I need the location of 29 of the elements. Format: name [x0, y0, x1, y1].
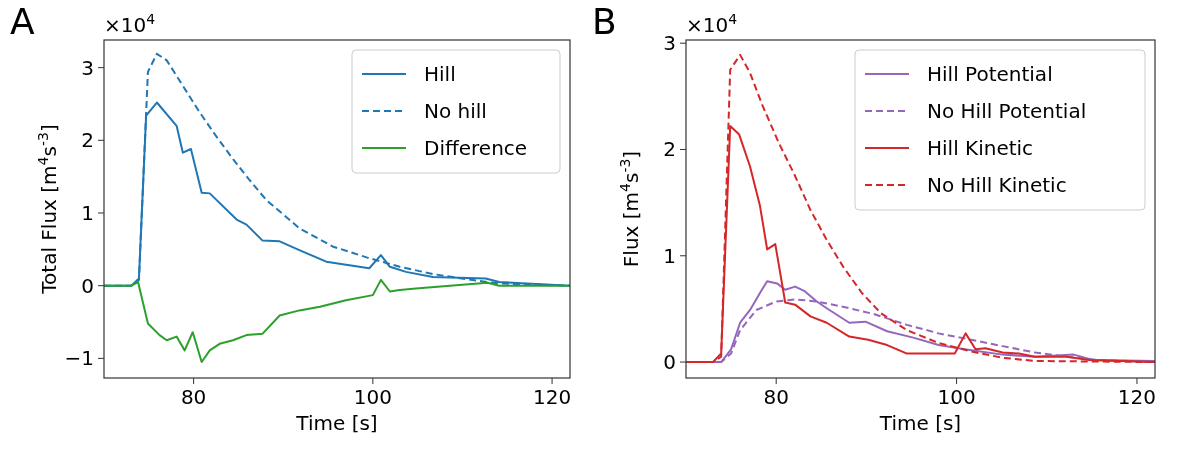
- text: ×10$^{4}$: [104, 11, 156, 37]
- legend-label: No hill: [424, 99, 487, 123]
- legend-label: Hill Potential: [927, 62, 1053, 86]
- x-tick-label: 120: [1117, 385, 1157, 409]
- text: ×10$^{4}$: [686, 11, 738, 37]
- y-tick-label: 1: [81, 201, 94, 225]
- y-tick-label: 1: [663, 243, 676, 268]
- x-tick-label: 100: [353, 385, 392, 409]
- legend-label: Difference: [424, 136, 528, 160]
- x-tick-label: 80: [763, 385, 789, 409]
- x-axis-title: Time [s]: [878, 411, 962, 435]
- y-tick-label: 3: [663, 31, 676, 56]
- y-tick-label: 0: [81, 273, 94, 298]
- y-tick-label: 3: [81, 55, 94, 80]
- legend-label: No Hill Potential: [927, 99, 1087, 123]
- x-tick-label: 100: [937, 385, 976, 409]
- y-tick-label: −1: [64, 346, 94, 371]
- legend-label: Hill Kinetic: [927, 136, 1034, 160]
- chart-title: A: [10, 1, 35, 42]
- x-axis-title: Time [s]: [295, 411, 378, 435]
- x-tick-label: 120: [532, 385, 572, 409]
- y-tick-label: 2: [81, 128, 94, 153]
- y-tick-label: 2: [663, 137, 676, 162]
- y-tick-label: 0: [663, 350, 676, 375]
- line-series: [104, 278, 570, 364]
- chart-title: B: [592, 1, 617, 42]
- legend-label: No Hill Kinetic: [927, 173, 1067, 197]
- x-tick-label: 80: [180, 385, 207, 409]
- legend-label: Hill: [424, 62, 456, 86]
